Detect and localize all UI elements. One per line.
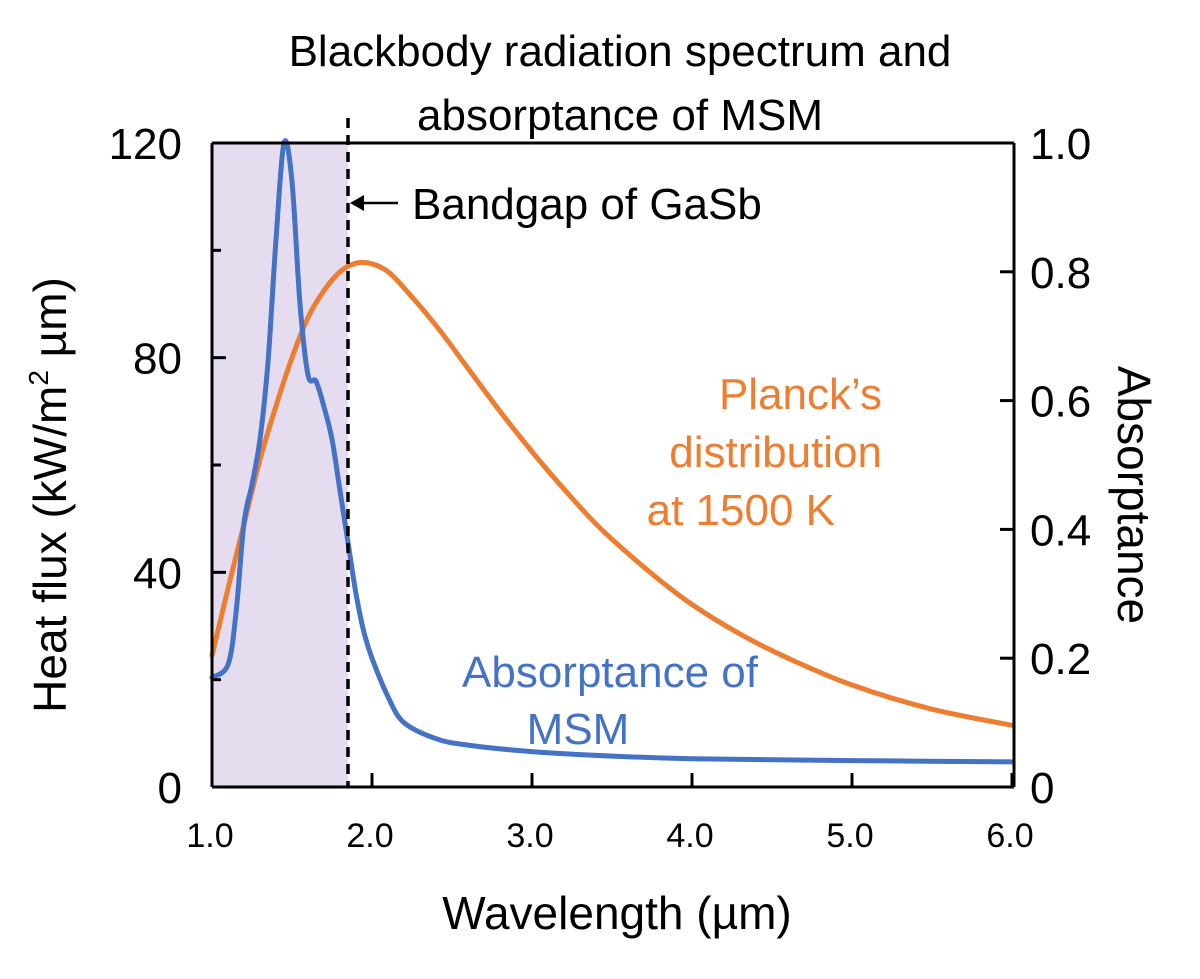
y-axis-left-title-sup: 2 [23,370,54,386]
x-tick-label: 3.0 [506,817,553,855]
y-axis-right-title: Absorptance [1108,366,1160,624]
x-tick-label: 4.0 [666,817,713,855]
planck-label-line-2: distribution [669,428,882,477]
x-tick-label: 1.0 [186,817,233,855]
ticks-layer [212,248,1014,787]
y-left-tick-label: 80 [133,335,182,384]
absorptance-label-line-2: MSM [527,705,630,754]
chart-title-line-1: Blackbody radiation spectrum and [289,27,952,76]
y-right-tick-label: 0 [1030,764,1054,813]
y-left-tick-label: 0 [158,764,182,813]
y-axis-left-title-main: Heat flux (kW/m [24,386,76,713]
bandgap-label: Bandgap of GaSb [412,180,762,229]
y-right-tick-label: 0.6 [1030,378,1091,427]
planck-series-line [209,259,1015,728]
y-axis-left-title: Heat flux (kW/m2 µm) [23,277,76,713]
y-right-tick-label: 1.0 [1030,120,1091,169]
planck-label-line-3: at 1500 K [647,486,835,535]
shaded-region-above-bandgap [212,143,348,787]
y-left-tick-label: 40 [133,549,182,598]
absorptance-label-line-1: Absorptance of [462,648,759,697]
y-axis-left-title-end: µm) [24,277,76,370]
x-axis-title: Wavelength (µm) [442,887,791,939]
y-left-tick-label: 120 [109,120,182,169]
chart-title-line-2: absorptance of MSM [417,91,823,140]
x-tick-label: 6.0 [986,817,1033,855]
planck-label-line-1: Planck’s [719,370,882,419]
bandgap-arrow [350,195,398,211]
y-right-tick-label: 0.8 [1030,249,1091,298]
tick-labels-layer: 1.0 2.0 3.0 4.0 5.0 6.0 0 40 80 120 0 0.2 0.4 0.6 0.8 1… [109,120,1092,855]
series-layer [209,138,1015,765]
x-tick-label: 2.0 [346,817,393,855]
x-tick-label: 5.0 [826,817,873,855]
y-right-tick-label: 0.2 [1030,635,1091,684]
absorptance-series-line [209,138,1015,765]
y-right-tick-label: 0.4 [1030,506,1091,555]
